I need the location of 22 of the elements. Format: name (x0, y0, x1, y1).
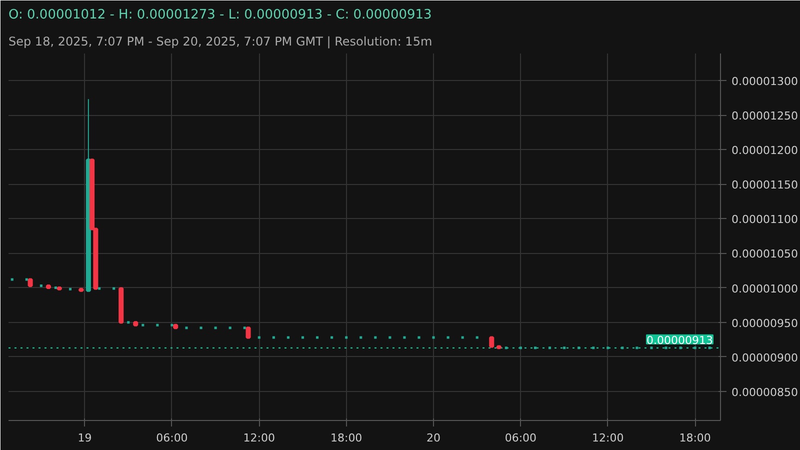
chart-title: O: 0.00001012 - H: 0.00001273 - L: 0.00000913 - C: 0.00000913 (8, 8, 432, 22)
chart-subtitle: Sep 18, 2025, 7:07 PM - Sep 20, 2025, 7:07 PM GMT | Resolution: 15m (8, 34, 432, 48)
x-tick-label: 12:00 (243, 432, 276, 444)
x-tick-label: 20 (426, 432, 441, 444)
y-tick-label: 0.00001250 (732, 110, 798, 123)
y-tick-label: 0.00001200 (732, 144, 798, 158)
y-tick-label: 0.00000900 (732, 351, 798, 364)
y-tick-label: 0.00001000 (732, 282, 798, 296)
y-tick-label: 0.00000850 (732, 386, 798, 399)
ref-line-label: 0.00000913 (646, 334, 713, 347)
candlestick (246, 326, 251, 339)
y-tick-label: 0.00001050 (732, 248, 798, 261)
x-tick-label: 06:00 (504, 432, 537, 444)
y-tick-label: 0.00001150 (732, 178, 798, 192)
x-tick-label: 12:00 (592, 432, 624, 444)
x-tick-label: 18:00 (330, 432, 362, 444)
x-tick-label: 18:00 (679, 432, 711, 444)
y-tick-label: 0.00001300 (732, 74, 798, 88)
x-tick-label: 06:00 (156, 432, 188, 444)
y-tick-label: 0.00001100 (732, 213, 798, 226)
x-tick-label: 19 (78, 432, 92, 444)
y-tick-label: 0.00000950 (732, 316, 798, 330)
